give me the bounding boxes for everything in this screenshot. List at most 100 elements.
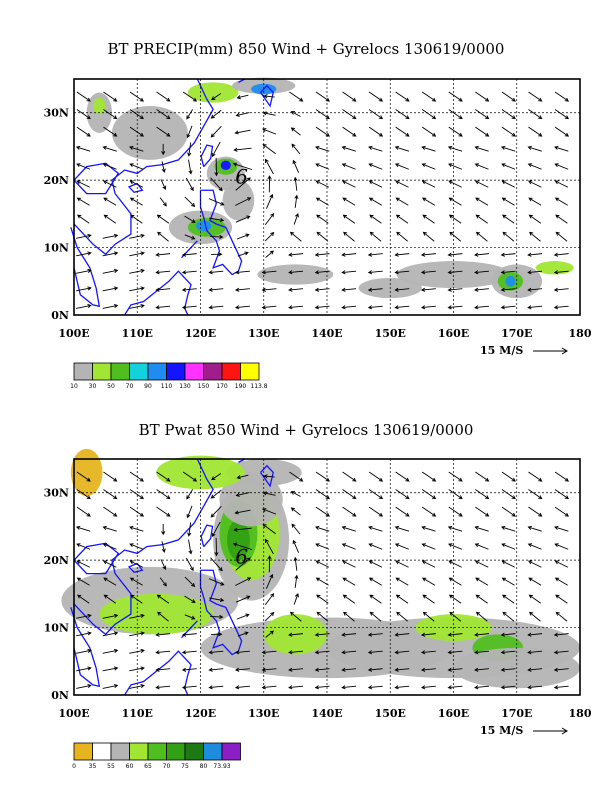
wind-arrow — [102, 286, 119, 292]
wind-arrow — [315, 560, 330, 568]
shade-region — [111, 105, 188, 160]
wind-arrow — [343, 231, 355, 242]
wind-arrow — [554, 506, 570, 517]
wind-arrow — [103, 471, 118, 482]
wind-arrow — [475, 231, 488, 242]
colorbar-label: 0 — [72, 763, 76, 770]
wind-arrow — [447, 525, 463, 532]
lon-tick-label: 170E — [501, 707, 532, 720]
wind-arrow — [369, 611, 382, 622]
map-content — [61, 448, 580, 696]
wind-arrow — [155, 685, 171, 690]
wind-arrow — [236, 233, 250, 240]
coastline — [200, 144, 214, 168]
wind-arrow — [208, 650, 224, 655]
wind-arrow — [262, 523, 276, 535]
wind-arrow — [76, 471, 91, 482]
wind-arrow — [554, 126, 570, 137]
map-frame — [73, 458, 581, 696]
wind-arrow — [315, 197, 329, 206]
wind-arrow — [501, 506, 516, 517]
wind-arrow — [342, 471, 357, 482]
wind-arrow — [369, 214, 382, 224]
wind-arrow — [420, 305, 436, 310]
wind-arrow — [474, 543, 489, 550]
wind-arrow — [395, 91, 410, 102]
wind-arrow — [475, 577, 489, 586]
wind-arrow — [528, 577, 542, 586]
lon-tick-label: 110E — [122, 707, 153, 720]
gridlines — [74, 79, 580, 315]
wind-arrow — [261, 685, 277, 690]
wind-arrow — [367, 685, 383, 690]
wind-arrow — [237, 631, 249, 637]
wind-arrow — [103, 594, 117, 604]
wind-arrow — [156, 126, 171, 137]
lon-tick-label: 140E — [311, 327, 342, 340]
wind-arrow — [448, 180, 462, 188]
wind-arrow — [555, 231, 568, 242]
wind-arrow — [130, 214, 143, 224]
wind-arrow — [527, 543, 542, 550]
wind-arrow — [181, 685, 197, 690]
coastline — [260, 464, 274, 488]
wind-arrow — [367, 252, 383, 257]
lat-tick-label: 10N — [44, 242, 69, 255]
wind-arrow — [501, 471, 516, 482]
wind-arrow — [76, 233, 92, 239]
shade-region — [222, 180, 255, 221]
wind-arrow — [448, 577, 462, 586]
wind-arrow — [368, 126, 384, 137]
wind-arrow — [475, 91, 490, 102]
wind-arrow — [553, 287, 569, 292]
wind-arrow — [395, 214, 409, 224]
wind-arrow — [262, 111, 276, 116]
wind-arrow — [262, 508, 277, 515]
wind-arrow — [129, 251, 145, 257]
wind-arrow — [422, 594, 435, 604]
wind-arrow — [234, 287, 250, 292]
wind-arrow — [288, 632, 304, 637]
wind-arrow — [156, 109, 171, 120]
wind-arrow — [421, 126, 437, 137]
wind-arrow — [102, 666, 119, 672]
colorbar-label: 60 — [126, 763, 134, 770]
colorbar-label: 50 — [107, 383, 115, 390]
wind-arrow — [315, 109, 330, 120]
wind-arrow — [394, 287, 410, 292]
wind-arrow — [500, 270, 516, 275]
panel1-title: BT PRECIP(mm) 850 Wind + Gyrelocs 130619… — [107, 40, 505, 58]
wind-arrow — [210, 109, 222, 119]
wind-arrow — [448, 91, 463, 102]
wind-arrow — [292, 539, 300, 553]
colorbar-label: 73.93 — [213, 763, 230, 770]
wind-arrow — [103, 577, 117, 586]
wind-arrow — [368, 506, 384, 517]
wind-arrow — [447, 145, 463, 152]
wind-arrow — [233, 147, 252, 152]
wind-arrow — [527, 650, 543, 655]
wind-arrow — [500, 287, 516, 292]
wind-arrow — [75, 525, 91, 532]
wind-arrow — [129, 471, 144, 482]
wind-arrow — [289, 91, 304, 102]
wind-arrow — [129, 286, 145, 292]
wind-arrow — [292, 159, 300, 173]
wind-arrow — [290, 491, 301, 497]
lat-tick-label: 20N — [44, 554, 69, 567]
wind-arrow — [102, 163, 117, 170]
wind-arrow — [475, 594, 488, 604]
wind-arrow — [235, 197, 252, 206]
wind-arrow — [342, 126, 357, 137]
wind-arrow — [421, 163, 436, 170]
wind-arrow — [234, 667, 250, 672]
wind-arrow — [394, 525, 410, 532]
wind-arrow — [293, 593, 299, 605]
wind-arrow — [289, 611, 302, 622]
wind-arrow — [475, 611, 488, 622]
shade-region — [92, 97, 106, 115]
wind-arrow — [341, 163, 356, 170]
wind-arrow — [368, 543, 383, 550]
wind-arrow — [447, 685, 463, 690]
wind-arrow — [159, 577, 167, 587]
